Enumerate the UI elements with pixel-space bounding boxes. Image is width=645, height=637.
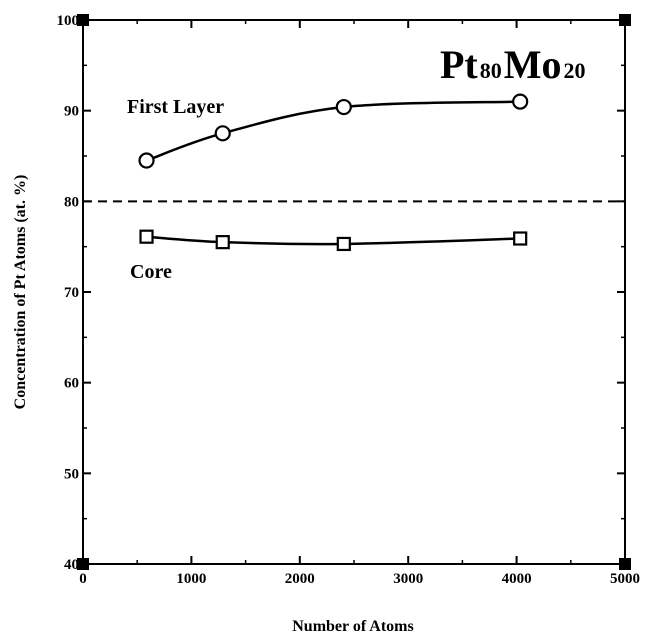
- x-tick-label: 1000: [176, 571, 206, 587]
- y-axis-title: Concentration of Pt Atoms (at. %): [12, 175, 29, 410]
- x-tick-label: 0: [79, 571, 87, 587]
- data-point-core: [513, 231, 528, 246]
- series-line-core: [146, 235, 521, 246]
- title-element-mo: Mo: [504, 42, 562, 87]
- y-tick-label: 70: [64, 285, 79, 301]
- y-tick-label: 60: [64, 376, 79, 392]
- x-axis-title: Number of Atoms: [292, 618, 413, 635]
- y-tick-label: 100: [57, 13, 80, 29]
- x-tick-label: 5000: [610, 571, 640, 587]
- title-element-pt: Pt: [440, 42, 478, 87]
- data-point-first-layer: [214, 125, 231, 142]
- title-subscript-20: 20: [564, 58, 586, 83]
- data-point-core: [336, 236, 351, 252]
- data-point-first-layer: [138, 152, 155, 169]
- title-subscript-80: 80: [480, 58, 502, 83]
- data-point-first-layer: [335, 98, 352, 116]
- x-axis: 0 1000 2000 3000 4000 5000: [79, 20, 640, 587]
- y-tick-label: 40: [64, 557, 79, 573]
- y-tick-label: 90: [64, 104, 79, 120]
- data-point-core: [139, 229, 154, 244]
- y-tick-label: 80: [64, 194, 79, 210]
- x-tick-label: 4000: [502, 571, 532, 587]
- series-layer: [138, 93, 529, 252]
- x-tick-label: 2000: [285, 571, 315, 587]
- data-point-core: [215, 235, 230, 250]
- y-tick-label: 50: [64, 466, 79, 482]
- series-line-first-layer: [146, 100, 521, 162]
- series-label-core: Core: [130, 261, 172, 283]
- data-point-first-layer: [512, 93, 529, 110]
- series-label-first-layer: First Layer: [127, 96, 224, 118]
- chart-title: Pt80Mo20: [440, 42, 586, 87]
- x-tick-label: 3000: [393, 571, 423, 587]
- y-axis: 40 50 60 70 80 90 100: [57, 13, 625, 573]
